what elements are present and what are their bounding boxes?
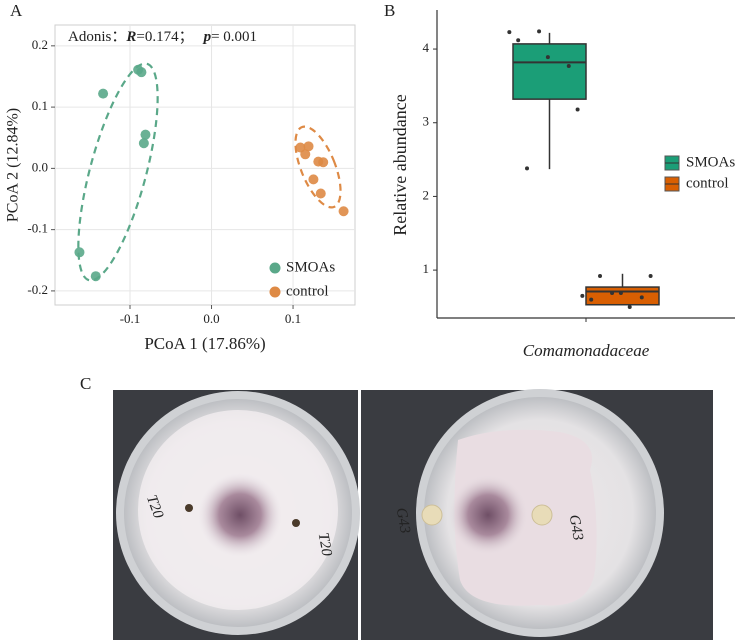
box (512, 43, 587, 100)
point (136, 67, 147, 78)
annotation-part: R (125, 29, 136, 45)
point (545, 55, 550, 60)
point (580, 293, 585, 298)
y-tick-label: 0.2 (32, 37, 48, 52)
legend-label: control (686, 175, 729, 191)
legend-swatch (269, 262, 281, 274)
point (90, 271, 101, 282)
x-axis-title: PCoA 1 (17.86%) (144, 334, 265, 353)
handwriting: G43 (393, 507, 413, 535)
y-axis-title: Relative abundance (390, 94, 410, 235)
point (575, 107, 580, 112)
point (507, 30, 512, 35)
point (318, 157, 329, 168)
panel-label: A (10, 1, 23, 20)
legend-label: control (286, 283, 329, 299)
point (525, 166, 530, 171)
x-tick-label: 0.1 (285, 311, 301, 326)
handwriting: T20 (315, 532, 335, 558)
point (138, 138, 149, 149)
panel-label: B (384, 1, 395, 20)
annotation-part: =0.174； (136, 29, 193, 45)
point (98, 88, 109, 99)
y-tick-label: -0.1 (27, 221, 48, 236)
point (537, 29, 542, 34)
group-ellipse (77, 62, 159, 282)
point (140, 129, 151, 140)
panel-label: C (80, 374, 91, 393)
y-tick-label: -0.2 (27, 282, 48, 297)
colony-center (448, 475, 528, 555)
y-tick-label: 2 (423, 187, 430, 202)
handwriting: G43 (566, 514, 586, 542)
point (598, 274, 603, 278)
y-tick-label: 3 (423, 114, 430, 129)
disc (292, 519, 300, 527)
point (639, 295, 644, 300)
point (589, 297, 594, 302)
y-tick-label: 4 (423, 40, 430, 55)
photo-panel: T20 T20 G43 G43 (113, 389, 713, 640)
point (338, 206, 349, 217)
annotation: Adonis：R=0.174； p= 0.001 (68, 29, 257, 45)
group-ellipse (294, 125, 342, 209)
y-tick-label: 1 (423, 261, 430, 276)
point (627, 304, 632, 309)
legend-label: SMOAs (686, 154, 735, 170)
legend-swatch (269, 286, 281, 298)
annotation-part: Adonis： (68, 29, 126, 45)
point (308, 174, 319, 185)
handwriting: T20 (143, 493, 166, 521)
y-axis-title: PCoA 2 (12.84%) (5, 108, 22, 222)
point (303, 141, 314, 152)
legend-label: SMOAs (286, 259, 335, 275)
plot-area (54, 24, 356, 306)
point (610, 290, 615, 295)
point (315, 188, 326, 199)
disc (421, 504, 443, 526)
annotation-part: p (202, 29, 212, 45)
y-tick-label: 0.1 (32, 98, 48, 113)
point (74, 247, 85, 258)
y-tick-label: 0.0 (32, 159, 48, 174)
x-tick-label: 0.0 (203, 311, 219, 326)
x-tick-label: Comamonadaceae (523, 341, 650, 360)
point (516, 38, 521, 43)
disc (531, 504, 553, 526)
annotation-part: = 0.001 (211, 29, 257, 45)
box (585, 286, 660, 306)
point (648, 274, 653, 278)
x-tick-label: -0.1 (120, 311, 141, 326)
disc (185, 504, 193, 512)
point (618, 290, 623, 295)
point (300, 149, 311, 160)
colony-center (198, 473, 282, 557)
point (566, 64, 571, 68)
